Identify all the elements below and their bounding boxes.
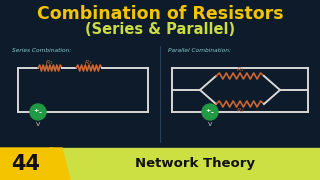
Text: -: -	[39, 111, 41, 116]
Polygon shape	[0, 148, 60, 180]
Circle shape	[202, 104, 218, 120]
Text: Parallel Combination:: Parallel Combination:	[168, 48, 231, 53]
Text: Combination of Resistors: Combination of Resistors	[37, 5, 283, 23]
Text: 44: 44	[12, 154, 41, 174]
Text: $R_1$: $R_1$	[45, 58, 53, 68]
Text: $R_2$: $R_2$	[236, 107, 244, 115]
Text: -: -	[211, 111, 213, 116]
Text: $R_1$: $R_1$	[236, 66, 244, 75]
Text: V: V	[208, 123, 212, 127]
Polygon shape	[52, 148, 320, 180]
Circle shape	[30, 104, 46, 120]
Text: Network Theory: Network Theory	[135, 158, 255, 170]
Text: +: +	[205, 109, 211, 114]
Text: V: V	[36, 123, 40, 127]
Text: Series Combination:: Series Combination:	[12, 48, 71, 53]
Text: (Series & Parallel): (Series & Parallel)	[85, 22, 235, 37]
Text: +: +	[33, 109, 39, 114]
Text: $R_2$: $R_2$	[84, 58, 92, 68]
Polygon shape	[50, 148, 70, 180]
